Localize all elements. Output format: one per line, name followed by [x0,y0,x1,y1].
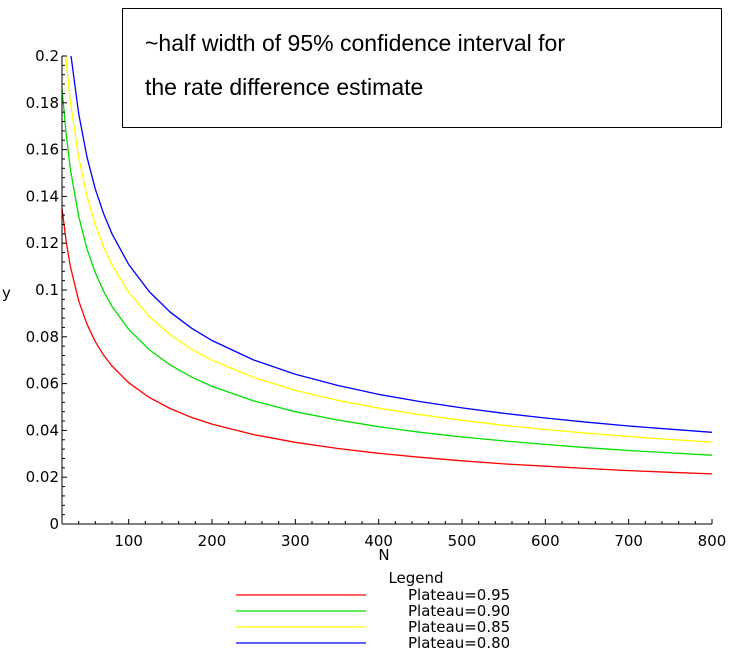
y-tick-label: 0.16 [26,141,59,159]
x-axis-label: N [378,546,389,564]
y-tick-label: 0.12 [26,234,59,252]
y-tick-label: 0.18 [26,94,59,112]
annotation-line-2: the rate difference estimate [145,74,424,100]
series-line-3 [65,56,713,443]
y-tick-label: 0.1 [35,281,59,299]
annotation-line-1: ~half width of 95% confidence interval f… [145,30,565,56]
series-line-1 [62,208,713,475]
x-tick-label: 300 [281,532,310,550]
x-tick-label: 700 [614,532,643,550]
y-tick-label: 0.08 [26,328,59,346]
legend-label: Plateau=0.95 [408,586,510,604]
y-tick-label: 0.04 [26,421,59,439]
legend-label: Plateau=0.90 [408,602,510,620]
x-tick-label: 200 [198,532,227,550]
x-tick-label: 400 [364,532,393,550]
y-tick-label: 0.06 [26,375,59,393]
axes-layer: 0 0.02 0.04 0.06 0.08 0.1 0.12 0.14 0.16 0.18 0.2 1… [26,47,727,550]
x-tick-label: 500 [448,532,477,550]
x-tick-label: 100 [114,532,143,550]
y-tick-label: 0.2 [35,47,59,65]
y-axis-label: y [2,284,11,302]
series-line-2 [62,88,713,456]
y-tick-label: 0.14 [26,187,59,205]
legend-title: Legend [388,569,443,587]
legend-label: Plateau=0.80 [408,634,510,652]
x-tick-label: 600 [531,532,560,550]
x-tick-label: 800 [698,532,727,550]
series-line-4 [70,56,713,433]
y-tick-label: 0 [49,515,59,533]
series-layer [62,56,713,475]
legend-label: Plateau=0.85 [408,618,510,636]
annotation-box: ~half width of 95% confidence interval f… [122,8,722,128]
legend: Plateau=0.95Plateau=0.90Plateau=0.85Plat… [236,586,510,652]
y-tick-label: 0.02 [26,468,59,486]
